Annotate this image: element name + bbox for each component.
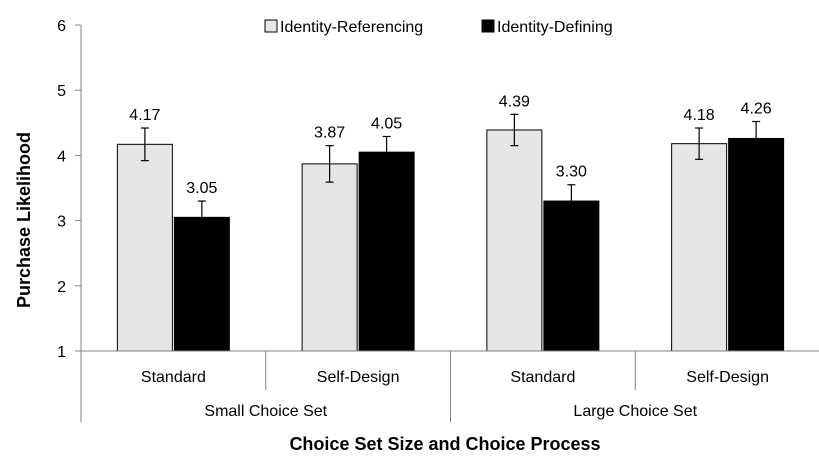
y-axis-title: Purchase Likelihood xyxy=(14,132,34,308)
bar-identity-referencing xyxy=(486,129,543,352)
legend-label: Identity-Referencing xyxy=(280,19,423,36)
y-tick-label: 5 xyxy=(57,83,66,100)
y-tick-label: 3 xyxy=(57,214,66,231)
legend-item: Identity-Defining xyxy=(481,19,613,36)
y-axis: 1 2 3 4 5 6 xyxy=(57,18,82,361)
data-label: 4.17 xyxy=(129,107,160,124)
error-bar xyxy=(382,135,391,168)
data-label: 3.87 xyxy=(314,125,345,142)
legend-swatch xyxy=(481,19,495,33)
x-axis: Standard Self-Design Standard Self-Design Sm… xyxy=(80,350,819,422)
y-tick-label: 1 xyxy=(57,344,66,361)
x-axis-title: Choice Set Size and Choice Process xyxy=(289,434,600,454)
category-label: Standard xyxy=(510,369,575,386)
data-label: 3.30 xyxy=(556,164,587,181)
legend-label: Identity-Defining xyxy=(497,19,613,36)
data-label: 3.05 xyxy=(186,180,217,197)
data-label: 4.26 xyxy=(741,100,772,117)
bar-identity-referencing xyxy=(116,143,173,352)
data-label: 4.05 xyxy=(371,115,402,132)
category-label: Standard xyxy=(141,369,206,386)
data-label: 4.18 xyxy=(684,107,715,124)
legend: Identity-Referencing Identity-Defining xyxy=(264,19,613,36)
data-label: 4.39 xyxy=(499,93,530,110)
error-bar xyxy=(325,145,334,183)
bar-identity-defining xyxy=(728,137,785,352)
category-label: Self-Design xyxy=(686,369,769,386)
bar-identity-defining xyxy=(358,151,415,352)
bar-identity-referencing xyxy=(671,143,728,352)
legend-swatch xyxy=(264,19,278,33)
y-tick-label: 2 xyxy=(57,279,66,296)
y-tick-label: 6 xyxy=(57,18,66,35)
error-bar xyxy=(567,184,576,218)
bar-identity-defining xyxy=(173,216,230,352)
bar-identity-defining xyxy=(543,200,600,352)
error-bar xyxy=(752,120,761,156)
bars: 4.17 3.87 4.39 4.18 3.05 4.05 3.30 4.26 xyxy=(116,93,785,352)
category-label: Self-Design xyxy=(317,369,400,386)
error-bar xyxy=(510,113,519,147)
legend-item: Identity-Referencing xyxy=(264,19,423,36)
group-label: Small Choice Set xyxy=(204,403,327,420)
bar-identity-referencing xyxy=(301,163,358,352)
error-bar xyxy=(197,200,206,234)
error-bar xyxy=(695,127,704,160)
error-bar xyxy=(140,127,149,162)
y-tick-label: 4 xyxy=(57,148,66,165)
group-label: Large Choice Set xyxy=(573,403,697,420)
